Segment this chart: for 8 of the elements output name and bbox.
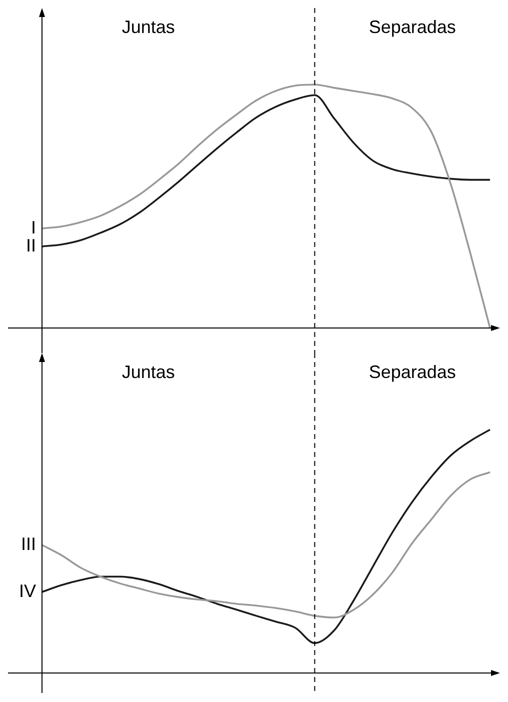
series-label: III xyxy=(20,534,36,554)
text: Juntas xyxy=(122,362,175,382)
text: Separadas xyxy=(368,16,456,37)
text: Separadas xyxy=(368,362,456,382)
series-label: II xyxy=(26,235,36,256)
text: Juntas xyxy=(122,16,175,37)
series-label: I xyxy=(30,217,36,238)
series-label: IV xyxy=(18,580,36,601)
